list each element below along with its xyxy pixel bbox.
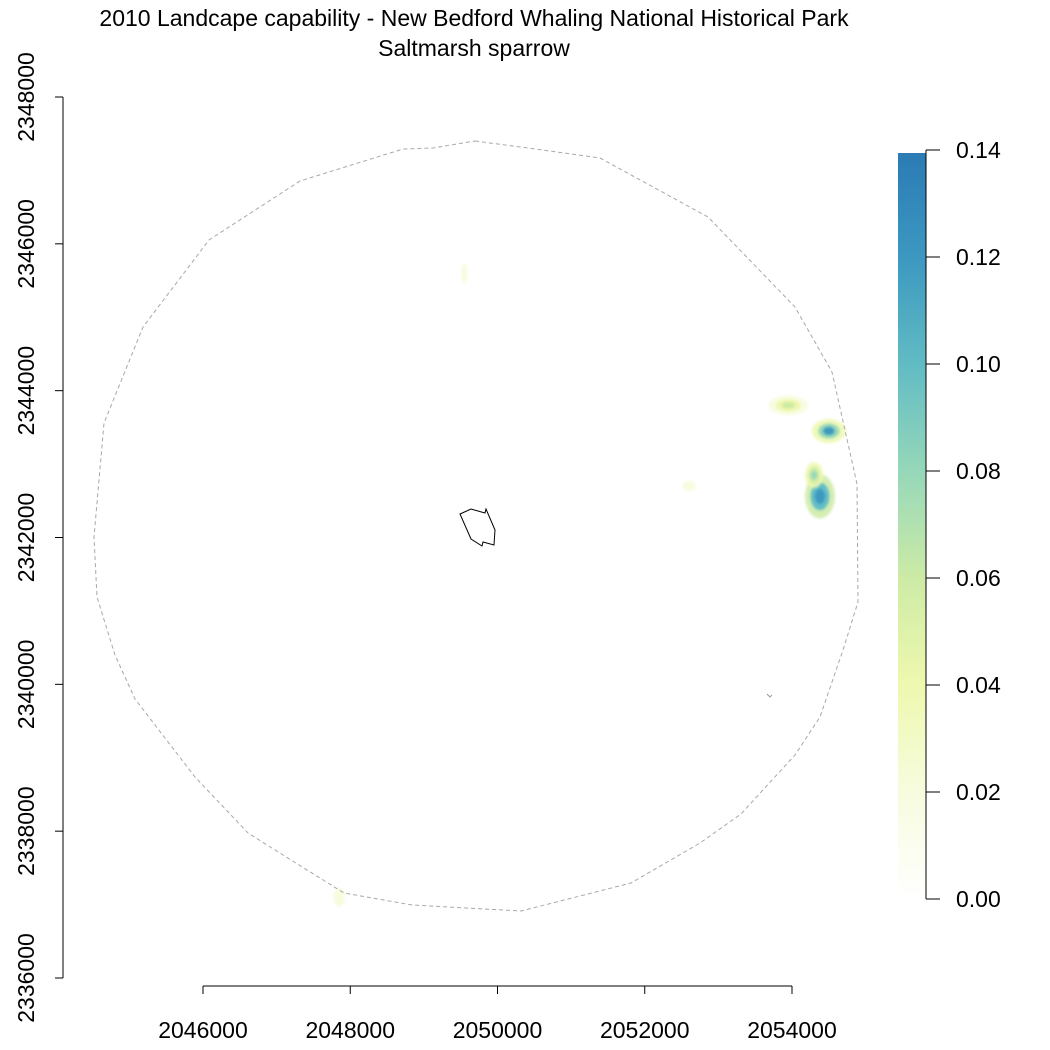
y-tick-label: 2336000 bbox=[13, 933, 39, 1023]
capability-patch bbox=[456, 243, 473, 304]
y-tick-label: 2340000 bbox=[13, 640, 39, 730]
legend-tick-label: 0.14 bbox=[956, 137, 1001, 163]
study-area-boundary bbox=[93, 140, 859, 912]
capability-patch bbox=[330, 882, 349, 913]
map-title: 2010 Landcape capability - New Bedford W… bbox=[99, 5, 849, 31]
y-tick-label: 2338000 bbox=[13, 786, 39, 876]
legend-ticks: 0.00 0.02 0.04 0.06 0.08 0.10 0.12 0.14 bbox=[926, 137, 1001, 912]
capability-patch bbox=[811, 419, 846, 444]
capability-patch bbox=[805, 462, 824, 489]
x-tick-label: 2052000 bbox=[600, 1017, 690, 1043]
legend-tick-label: 0.00 bbox=[956, 886, 1001, 912]
x-tick-label: 2050000 bbox=[453, 1017, 543, 1043]
capability-patch bbox=[768, 395, 809, 416]
legend-tick-label: 0.06 bbox=[956, 565, 1001, 591]
park-boundary bbox=[459, 507, 496, 547]
legend-tick-label: 0.08 bbox=[956, 458, 1001, 484]
y-axis: 2336000 2338000 2340000 2342000 2344000 23460… bbox=[13, 52, 64, 1023]
y-tick-label: 2344000 bbox=[13, 346, 39, 436]
y-tick-label: 2348000 bbox=[13, 52, 39, 142]
y-axis-ticks: 2336000 2338000 2340000 2342000 2344000 23460… bbox=[13, 52, 63, 1023]
map-subtitle: Saltmarsh sparrow bbox=[378, 35, 570, 61]
x-tick-label: 2048000 bbox=[305, 1017, 395, 1043]
legend-tick-label: 0.04 bbox=[956, 672, 1001, 698]
y-tick-label: 2342000 bbox=[13, 493, 39, 583]
legend-tick-label: 0.10 bbox=[956, 351, 1001, 377]
x-tick-label: 2046000 bbox=[158, 1017, 248, 1043]
capability-patch bbox=[668, 471, 709, 502]
legend-tick-label: 0.02 bbox=[956, 779, 1001, 805]
capability-raster bbox=[330, 243, 846, 913]
x-tick-label: 2054000 bbox=[747, 1017, 837, 1043]
small-feature-mark bbox=[766, 693, 773, 698]
legend-color-bar bbox=[898, 153, 926, 899]
legend: 0.00 0.02 0.04 0.06 0.08 0.10 0.12 0.14 bbox=[898, 137, 1001, 912]
legend-tick-label: 0.12 bbox=[956, 244, 1001, 270]
x-axis: 2046000 2048000 2050000 2052000 2054000 bbox=[158, 985, 837, 1043]
x-axis-ticks: 2046000 2048000 2050000 2052000 2054000 bbox=[158, 986, 837, 1043]
y-tick-label: 2346000 bbox=[13, 199, 39, 289]
